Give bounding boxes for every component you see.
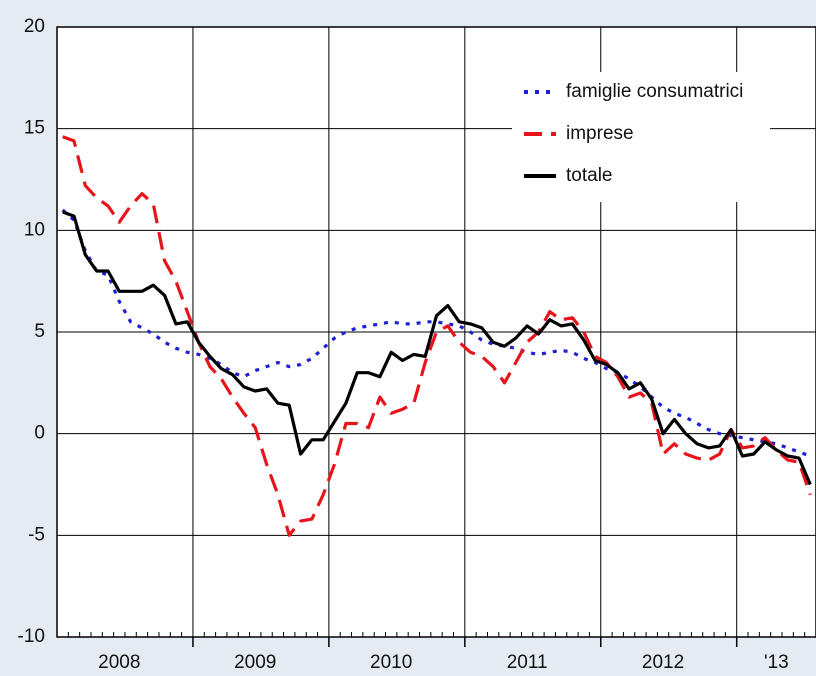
legend: famiglie consumatrici imprese totale <box>512 72 770 202</box>
y-tick-label: 20 <box>24 16 45 37</box>
y-tick-label: 10 <box>24 219 45 240</box>
series-line <box>62 135 812 537</box>
x-tick-label: 2009 <box>234 652 276 673</box>
x-tick-label: 2011 <box>507 652 548 673</box>
x-tick-label: 2010 <box>370 652 412 673</box>
y-tick-label: 15 <box>24 118 45 139</box>
x-tick-label: 2008 <box>98 652 140 673</box>
series-line <box>62 210 812 486</box>
legend-label: famiglie consumatrici <box>566 81 743 102</box>
x-tick-label: '13 <box>764 652 789 673</box>
y-tick-label: 5 <box>34 321 45 342</box>
legend-box <box>512 72 770 202</box>
plot-border <box>56 26 816 638</box>
y-tick-label: -5 <box>28 524 45 545</box>
y-tick-label: -10 <box>18 626 45 647</box>
legend-label: imprese <box>566 123 634 144</box>
series-line <box>61 208 811 458</box>
legend-label: totale <box>566 165 612 186</box>
x-tick-label: 2012 <box>642 652 684 673</box>
y-tick-label: 0 <box>34 423 45 444</box>
